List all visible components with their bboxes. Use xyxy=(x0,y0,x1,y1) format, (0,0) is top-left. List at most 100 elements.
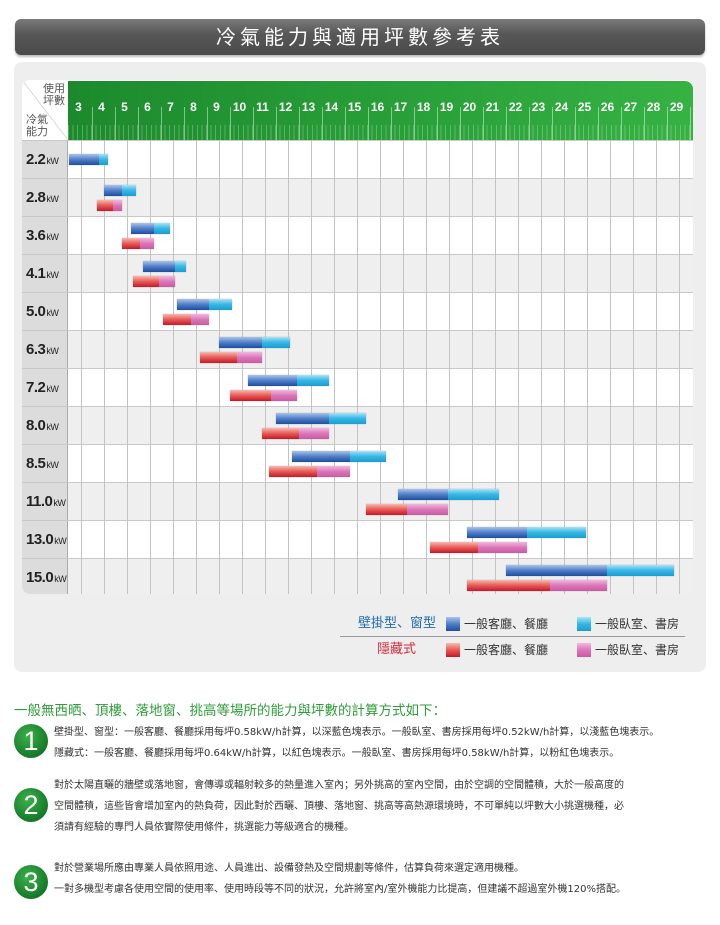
grid-line xyxy=(310,140,312,594)
area-axis-header: 3 4 5 6 7 8 9 10 11 12 13 14 15 16 17 18 19 20 21 22 23 24 25 2… xyxy=(68,81,693,140)
grid-line xyxy=(264,140,266,594)
chart-row: 8.0kW xyxy=(22,406,693,445)
bar-wall-type xyxy=(276,413,366,424)
ruler-tick xyxy=(551,107,553,140)
bar-concealed-type xyxy=(163,314,210,325)
x-tick-label: 23 xyxy=(531,100,546,114)
bar-concealed-type xyxy=(200,352,263,363)
x-tick-label: 5 xyxy=(121,100,128,114)
legend-living: 一般客廳、餐廳 xyxy=(464,643,549,657)
grid-line xyxy=(632,140,634,594)
grid-line xyxy=(540,140,542,594)
swatch-red-icon xyxy=(446,643,460,657)
capacity-label: 7.2kW xyxy=(22,369,68,407)
capacity-label: 2.2kW xyxy=(22,141,68,179)
chart-row: 5.0kW xyxy=(22,292,693,331)
swatch-pink-icon xyxy=(577,643,591,657)
x-tick-label: 19 xyxy=(439,100,454,114)
grid-line xyxy=(218,140,220,594)
x-tick-label: 25 xyxy=(577,100,592,114)
chart-row: 4.1kW xyxy=(22,254,693,293)
legend-type-concealed: 隱藏式 xyxy=(376,642,416,657)
notes-heading: 一般無西晒、頂樓、落地窗、挑高等場所的能力與坪數的計算方式如下： xyxy=(14,703,446,719)
ruler-tick xyxy=(413,107,415,140)
ruler-tick xyxy=(275,107,277,140)
ruler-tick xyxy=(183,107,185,140)
bar-wall-type xyxy=(142,261,187,272)
x-tick-label: 3 xyxy=(75,100,82,114)
swatch-dark-blue-icon xyxy=(446,617,460,631)
bar-concealed-type xyxy=(262,428,329,439)
number-badge-1: 1 xyxy=(14,724,48,758)
note-2-line-1: 對於太陽直曬的牆壁或落地窗，會傳導或輻射較多的熱量進入室內；另外挑高的室內空間，… xyxy=(54,780,624,791)
x-tick-label: 4 xyxy=(98,100,105,114)
capacity-label: 8.5kW xyxy=(22,445,68,483)
bar-wall-type xyxy=(218,337,290,348)
note-1: 壁掛型、窗型：一般客廳、餐廳採用每坪0.58kW/h計算，以深藍色塊表示。一般臥… xyxy=(54,722,704,764)
x-tick-label: 15 xyxy=(347,100,362,114)
legend-type-wall: 壁掛型、窗型 xyxy=(357,616,436,631)
ruler-tick xyxy=(689,107,691,140)
legend-bedroom: 一般臥室、書房 xyxy=(595,643,680,657)
ruler-tick xyxy=(321,107,323,140)
grid-line xyxy=(80,140,82,594)
bar-concealed-type xyxy=(96,200,122,211)
capacity-label: 5.0kW xyxy=(22,293,68,331)
capacity-label: 8.0kW xyxy=(22,407,68,445)
bar-concealed-type xyxy=(133,276,175,287)
ruler-tick xyxy=(390,107,392,140)
ruler-tick xyxy=(643,107,645,140)
legend: 壁掛型、窗型 一般客廳、餐廳 一般臥室、書房 隱藏式 一般客廳、餐廳 一般臥室、… xyxy=(340,610,690,665)
x-tick-label: 16 xyxy=(370,100,385,114)
bar-concealed-type xyxy=(430,542,527,553)
x-tick-label: 18 xyxy=(416,100,431,114)
note-2-line-2: 空間體積，這些皆會增加室內的熱負荷，因此對於西曬、頂樓、落地窗、挑高等高熱源環境… xyxy=(54,801,624,812)
grid-line xyxy=(126,140,128,594)
note-1-line-1: 壁掛型、窗型：一般客廳、餐廳採用每坪0.58kW/h計算，以深藍色塊表示。一般臥… xyxy=(54,727,660,738)
x-tick-label: 28 xyxy=(646,100,661,114)
grid-line xyxy=(103,140,105,594)
corner-header: 使用 坪數 冷氣 能力 xyxy=(22,80,68,141)
capacity-label: 13.0kW xyxy=(22,521,68,559)
ruler-tick xyxy=(482,107,484,140)
note-2-line-3: 須請有經驗的專門人員依實際使用條件，挑選能力等級適合的機種。 xyxy=(54,822,354,833)
x-tick-label: 24 xyxy=(554,100,569,114)
ruler-tick xyxy=(436,107,438,140)
page-title: 冷氣能力與適用坪數參考表 xyxy=(15,19,705,55)
x-tick-label: 17 xyxy=(393,100,408,114)
corner-xlabel: 使用 坪數 xyxy=(43,82,65,107)
capacity-chart: 使用 坪數 冷氣 能力 3 4 5 6 7 8 9 10 11 12 13 14 15 16 17 18 19 20 2… xyxy=(22,80,693,594)
x-tick-label: 6 xyxy=(144,100,151,114)
ruler-tick xyxy=(91,107,93,140)
grid-line xyxy=(494,140,496,594)
capacity-label: 15.0kW xyxy=(22,559,68,594)
bar-wall-type xyxy=(248,375,329,386)
ruler-tick xyxy=(252,107,254,140)
chart-row: 2.8kW xyxy=(22,178,693,217)
ruler-minor-ticks xyxy=(68,125,693,140)
grid-line xyxy=(586,140,588,594)
x-tick-label: 22 xyxy=(508,100,523,114)
chart-row: 6.3kW xyxy=(22,330,693,369)
bar-wall-type xyxy=(292,451,387,462)
ruler-tick xyxy=(160,107,162,140)
grid-line xyxy=(149,140,151,594)
grid-line xyxy=(333,140,335,594)
x-tick-label: 9 xyxy=(213,100,220,114)
ruler-tick xyxy=(528,107,530,140)
chart-row: 7.2kW xyxy=(22,368,693,407)
note-3: 對於營業場所應由專業人員依照用途、人員進出、設備發熱及空間規劃等條件，估算負荷來… xyxy=(54,858,704,900)
grid-line xyxy=(425,140,427,594)
grid-line xyxy=(195,140,197,594)
x-tick-label: 8 xyxy=(190,100,197,114)
corner-ylabel: 冷氣 能力 xyxy=(26,113,48,138)
chart-row: 8.5kW xyxy=(22,444,693,483)
swatch-light-blue-icon xyxy=(577,617,591,631)
grid-line xyxy=(172,140,174,594)
grid-line xyxy=(356,140,358,594)
bar-wall-type xyxy=(466,527,587,538)
ruler-tick xyxy=(344,107,346,140)
ruler-tick xyxy=(574,107,576,140)
x-tick-label: 21 xyxy=(485,100,500,114)
grid-line xyxy=(655,140,657,594)
